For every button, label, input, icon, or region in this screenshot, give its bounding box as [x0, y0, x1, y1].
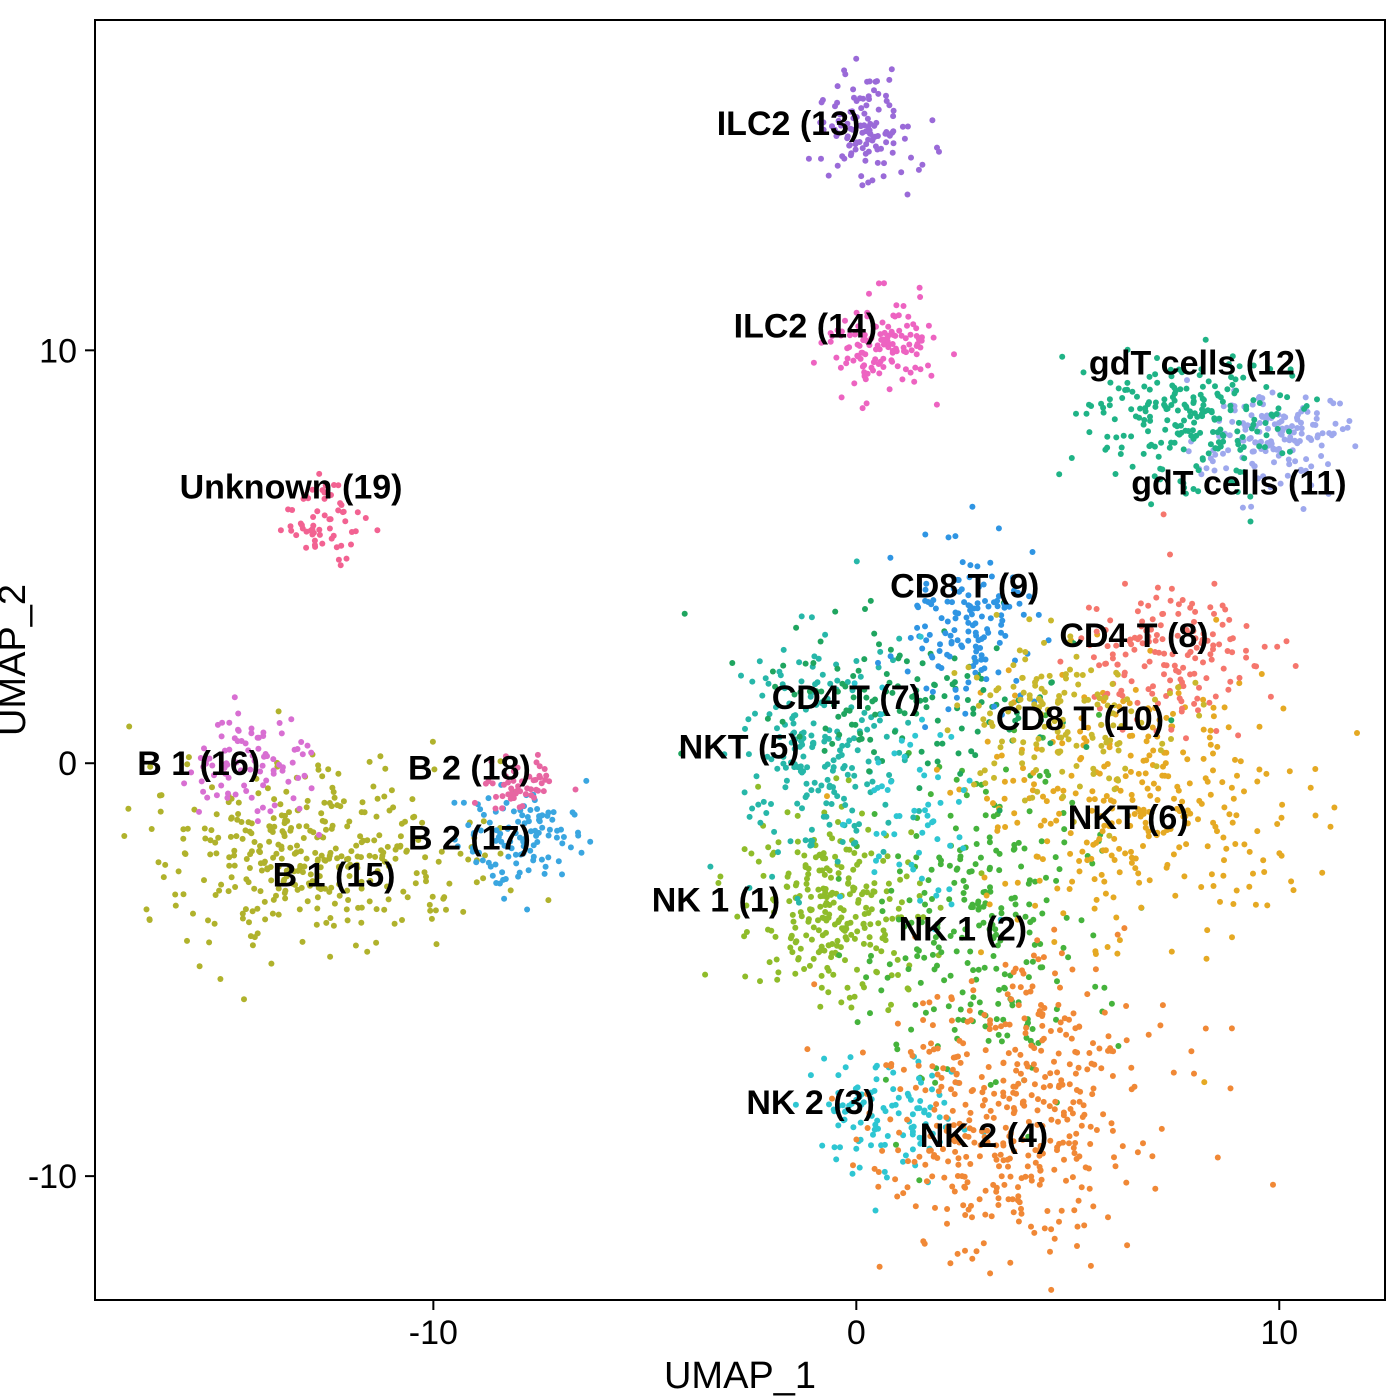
cluster-label-12: gdT cells (12)	[1089, 345, 1306, 383]
x-tick-label: 0	[847, 1314, 866, 1352]
cluster-label-6: NKT (6)	[1068, 799, 1189, 837]
cluster-label-10: CD8 T (10)	[996, 700, 1164, 738]
cluster-label-18: B 2 (18)	[408, 749, 531, 787]
cluster-label-9: CD8 T (9)	[890, 568, 1039, 606]
cluster-label-16: B 1 (16)	[137, 745, 260, 783]
cluster-label-19: Unknown (19)	[180, 469, 403, 507]
x-tick-label: -10	[409, 1314, 458, 1352]
cluster-label-8: CD4 T (8)	[1059, 617, 1208, 655]
x-tick-label: 10	[1260, 1314, 1298, 1352]
y-tick-label: 0	[58, 745, 77, 783]
cluster-label-2: NK 1 (2)	[899, 910, 1027, 948]
chart-svg: -10 0 10 UMAP_1 -10 0 10 UMAP_2 NK 1 (1) NK 1 (2)…	[0, 0, 1400, 1400]
y-axis-title: UMAP_2	[0, 584, 34, 736]
x-axis-title: UMAP_1	[664, 1355, 816, 1397]
cluster-label-11: gdT cells (11)	[1131, 464, 1346, 502]
cluster-label-17: B 2 (17)	[408, 820, 531, 858]
cluster-label-4: NK 2 (4)	[920, 1117, 1048, 1155]
umap-scatter-chart: -10 0 10 UMAP_1 -10 0 10 UMAP_2 NK 1 (1) NK 1 (2)…	[0, 0, 1400, 1400]
y-tick-label: 10	[39, 332, 77, 370]
cluster-label-3: NK 2 (3)	[746, 1084, 874, 1122]
cluster-label-5: NKT (5)	[679, 729, 800, 767]
y-tick-label: -10	[28, 1158, 77, 1196]
cluster-label-13: ILC2 (13)	[717, 105, 861, 143]
cluster-label-14: ILC2 (14)	[734, 308, 878, 346]
cluster-label-15: B 1 (15)	[273, 857, 396, 895]
cluster-label-1: NK 1 (1)	[652, 881, 780, 919]
cluster-label-7: CD4 T (7)	[772, 679, 921, 717]
